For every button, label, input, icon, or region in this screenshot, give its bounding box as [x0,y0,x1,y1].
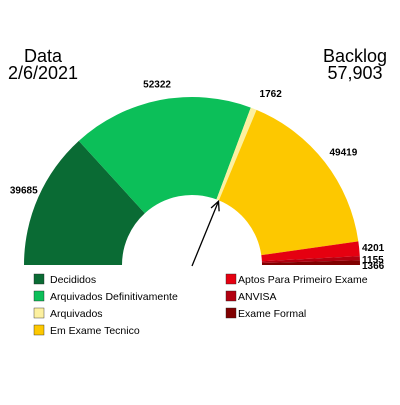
legend-swatch-decididos [33,273,45,285]
data-label-em-exame-tecnico: 49419 [330,147,358,158]
legend-swatch-arquivados-definitivamente [33,290,45,302]
segment-arquivados-definitivamente [78,96,251,214]
legend-label-aptos-para-primeiro-exame: Aptos Para Primeiro Exame [238,274,368,286]
segment-anvisa [261,256,360,263]
data-label-exame-formal: 1366 [362,261,385,272]
data-label-arquivados: 1762 [260,89,283,100]
data-label-aptos-para-primeiro-exame: 4201 [362,243,385,254]
legend-swatch-anvisa [225,290,237,302]
date-header: Data 2/6/2021 [4,46,82,83]
legend-swatch-em-exame-tecnico [33,324,45,336]
legend-label-decididos: Decididos [50,274,96,286]
legend-swatch-exame-formal [225,307,237,319]
segment-arquivados [216,107,257,201]
segment-aptos-para-primeiro-exame [261,241,360,262]
segment-decididos [24,140,145,265]
legend-swatch-aptos-para-primeiro-exame [225,273,237,285]
data-label-anvisa: 1155 [362,255,384,266]
data-label-arquivados-definitivamente: 52322 [143,79,171,90]
legend-label-arquivados-definitivamente: Arquivados Definitivamente [50,291,178,303]
needle [191,201,220,267]
segment-em-exame-tecnico [218,109,359,256]
backlog-value: 57,903 [327,63,383,83]
backlog-header: Backlog 57,903 [314,46,396,83]
legend-swatch-arquivados [33,307,45,319]
segment-exame-formal [261,260,360,265]
data-label-decididos: 39685 [10,186,38,197]
legend-label-em-exame-tecnico: Em Exame Tecnico [50,325,140,337]
date-value: 2/6/2021 [7,63,79,83]
backlog-title: Backlog [322,46,388,66]
legend-label-anvisa: ANVISA [238,291,277,303]
date-title: Data [23,46,63,66]
legend-label-arquivados: Arquivados [50,308,103,320]
legend-label-exame-formal: Exame Formal [238,308,306,320]
needle-arrowhead [210,199,220,212]
